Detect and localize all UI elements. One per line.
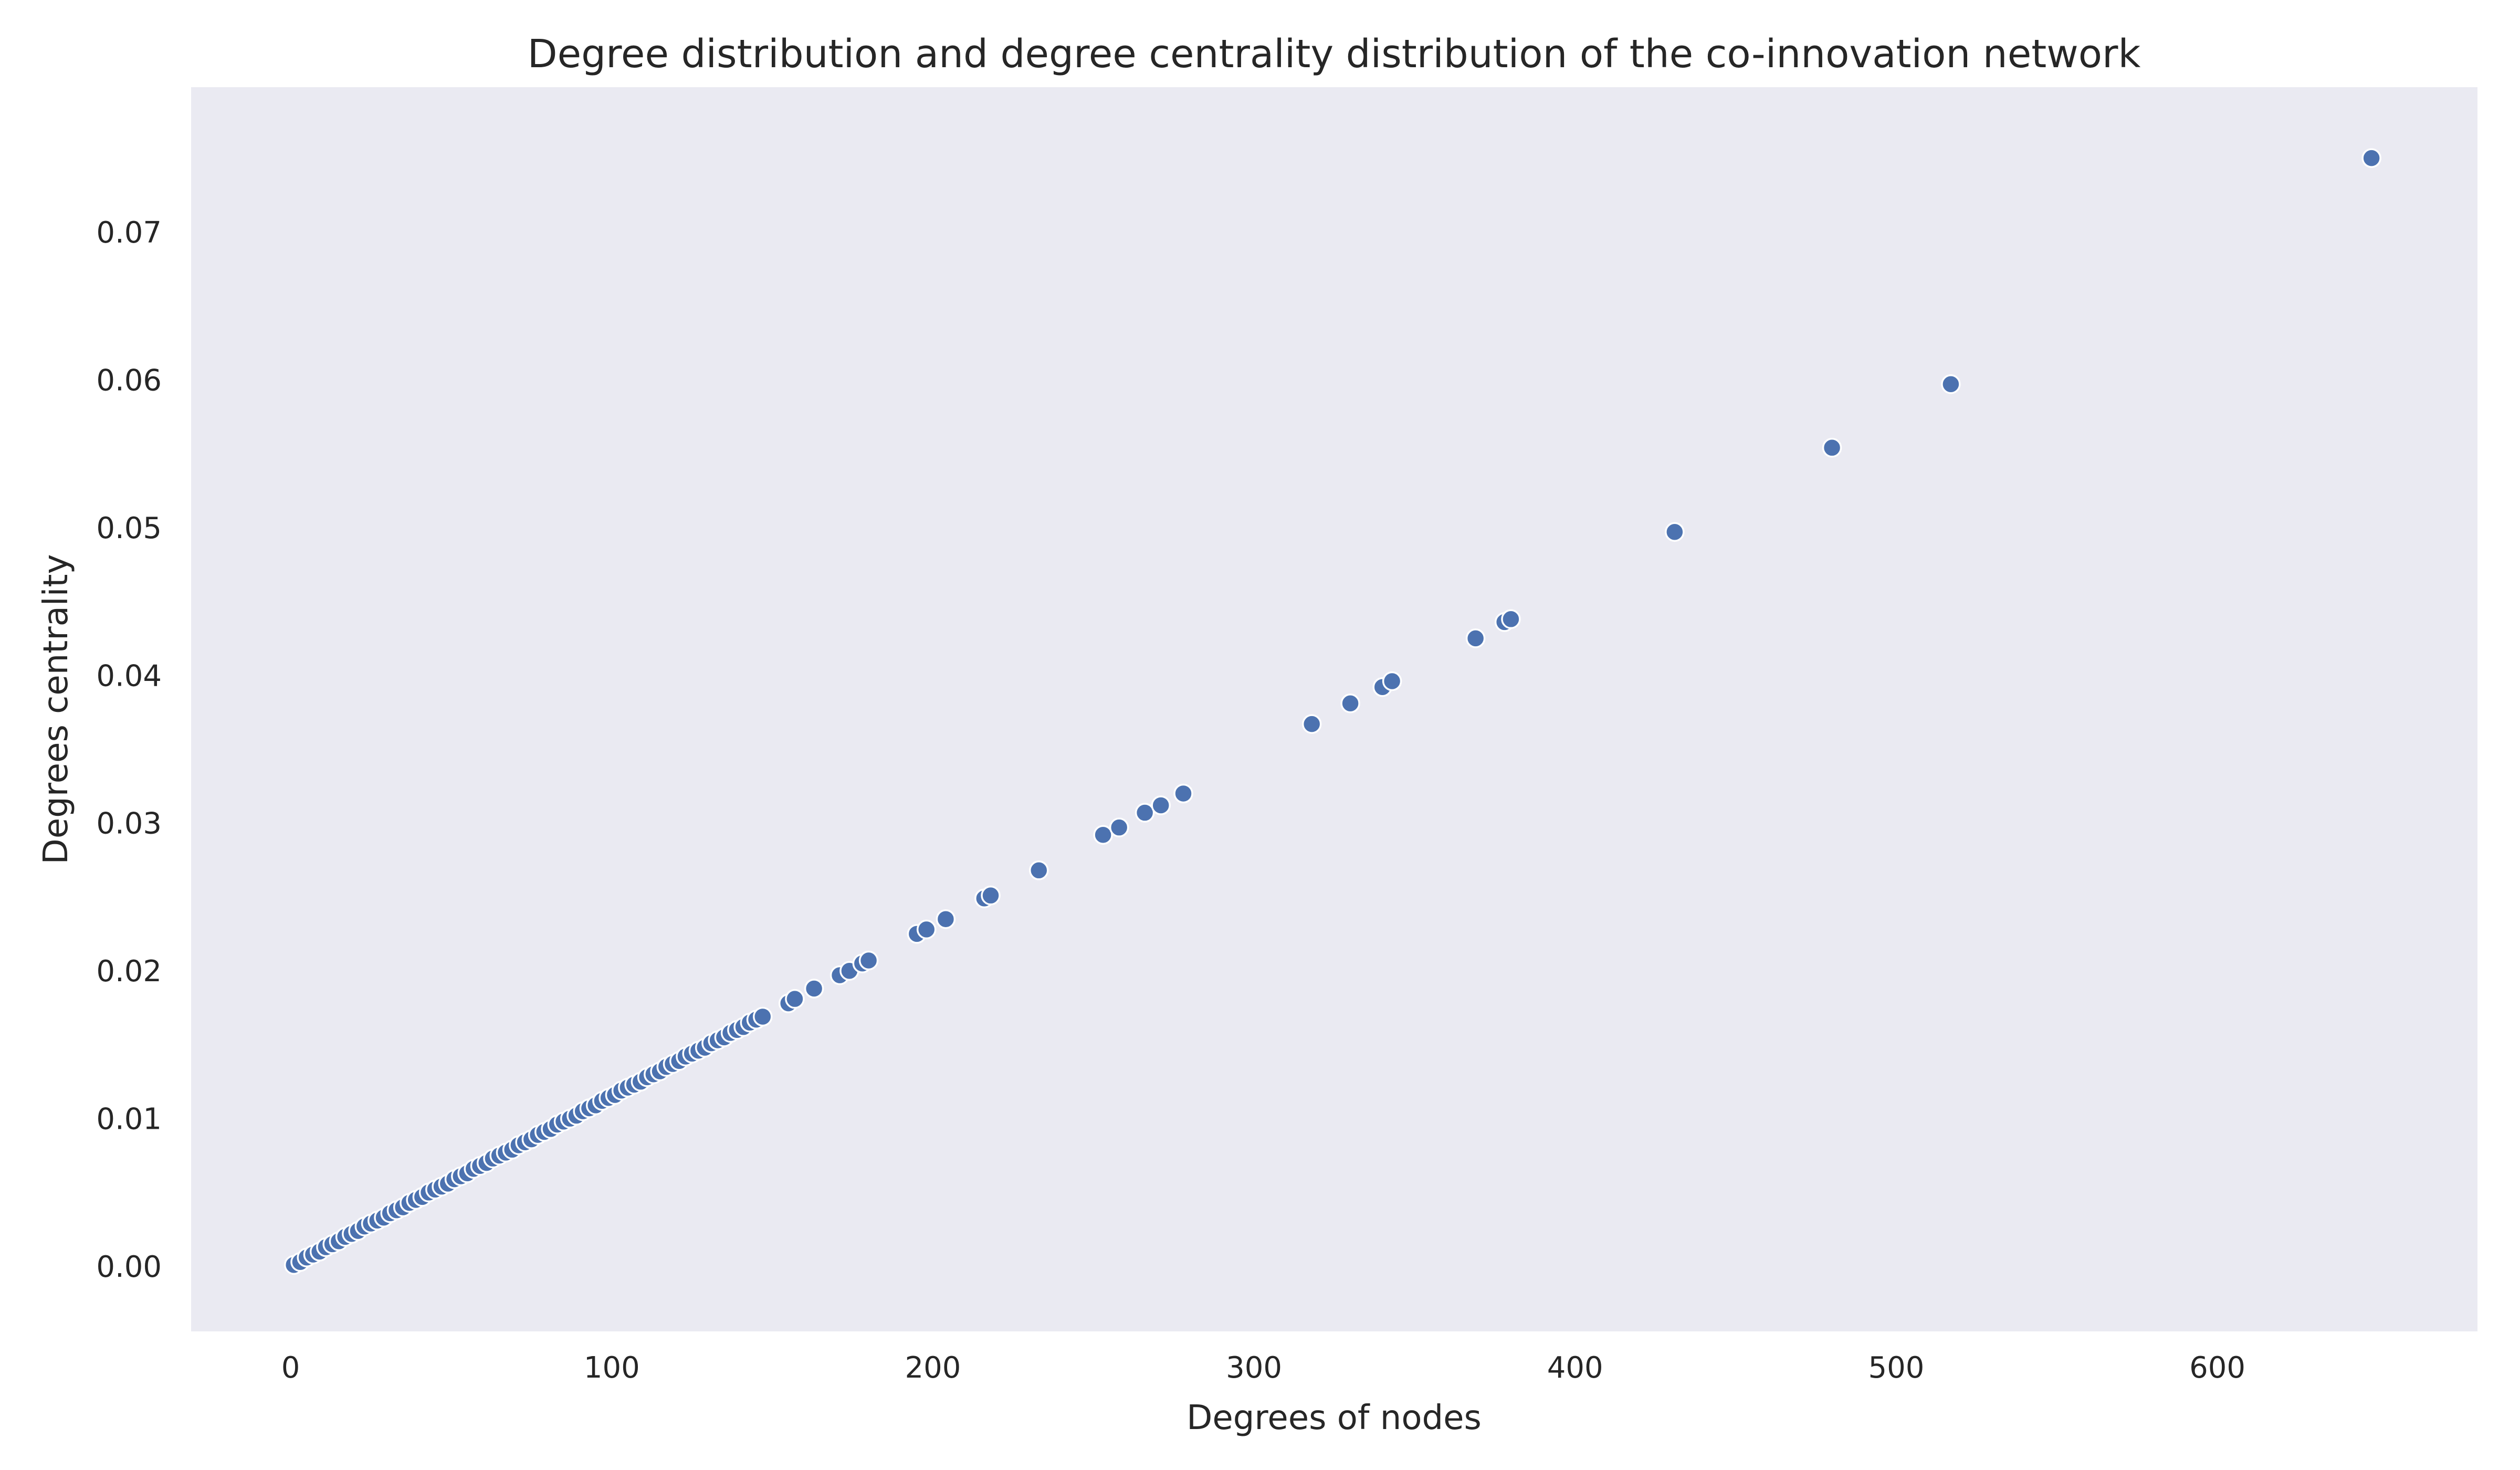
x-axis-label: Degrees of nodes [1186, 1399, 1482, 1437]
x-tick-label: 400 [1547, 1351, 1603, 1385]
x-tick-label: 0 [281, 1351, 300, 1385]
data-point [981, 885, 1001, 906]
data-point [1151, 795, 1171, 815]
data-point [785, 989, 805, 1009]
y-tick-label: 0.02 [96, 954, 162, 989]
y-tick-label: 0.00 [96, 1250, 162, 1284]
data-point [2361, 148, 2381, 168]
y-tick-label: 0.07 [96, 216, 162, 250]
data-point [1941, 374, 1961, 394]
data-point [1301, 714, 1322, 734]
data-point [1822, 438, 1842, 458]
data-point [1135, 803, 1155, 823]
x-tick-label: 100 [584, 1351, 640, 1385]
y-tick-label: 0.06 [96, 363, 162, 397]
data-point [1109, 817, 1129, 837]
y-tick-label: 0.04 [96, 659, 162, 693]
data-point [1501, 609, 1521, 629]
data-point [1465, 628, 1486, 648]
data-point [1665, 522, 1685, 542]
data-point [1173, 783, 1193, 804]
x-axis-ticks: 0 100 200 300 400 500 600 [281, 1351, 2245, 1385]
data-point [804, 979, 824, 999]
y-axis-label: Degrees centrality [37, 554, 76, 865]
y-axis-ticks: 0.00 0.01 0.02 0.03 0.04 0.05 0.06 0.07 [96, 216, 162, 1284]
data-point [1029, 860, 1049, 880]
data-point [1340, 693, 1360, 713]
x-tick-label: 300 [1226, 1351, 1282, 1385]
y-tick-label: 0.03 [96, 807, 162, 841]
data-point [753, 1006, 773, 1027]
data-point [916, 919, 937, 940]
x-tick-label: 500 [1868, 1351, 1924, 1385]
data-point [1382, 671, 1402, 691]
y-tick-label: 0.05 [96, 511, 162, 545]
data-point [858, 950, 879, 971]
data-point [1093, 825, 1113, 845]
data-point [936, 909, 956, 929]
y-tick-label: 0.01 [96, 1102, 162, 1137]
x-tick-label: 600 [2189, 1351, 2245, 1385]
chart-title: Degree distribution and degree centralit… [528, 32, 2141, 77]
x-tick-label: 200 [905, 1351, 961, 1385]
data-points [284, 148, 2381, 1275]
